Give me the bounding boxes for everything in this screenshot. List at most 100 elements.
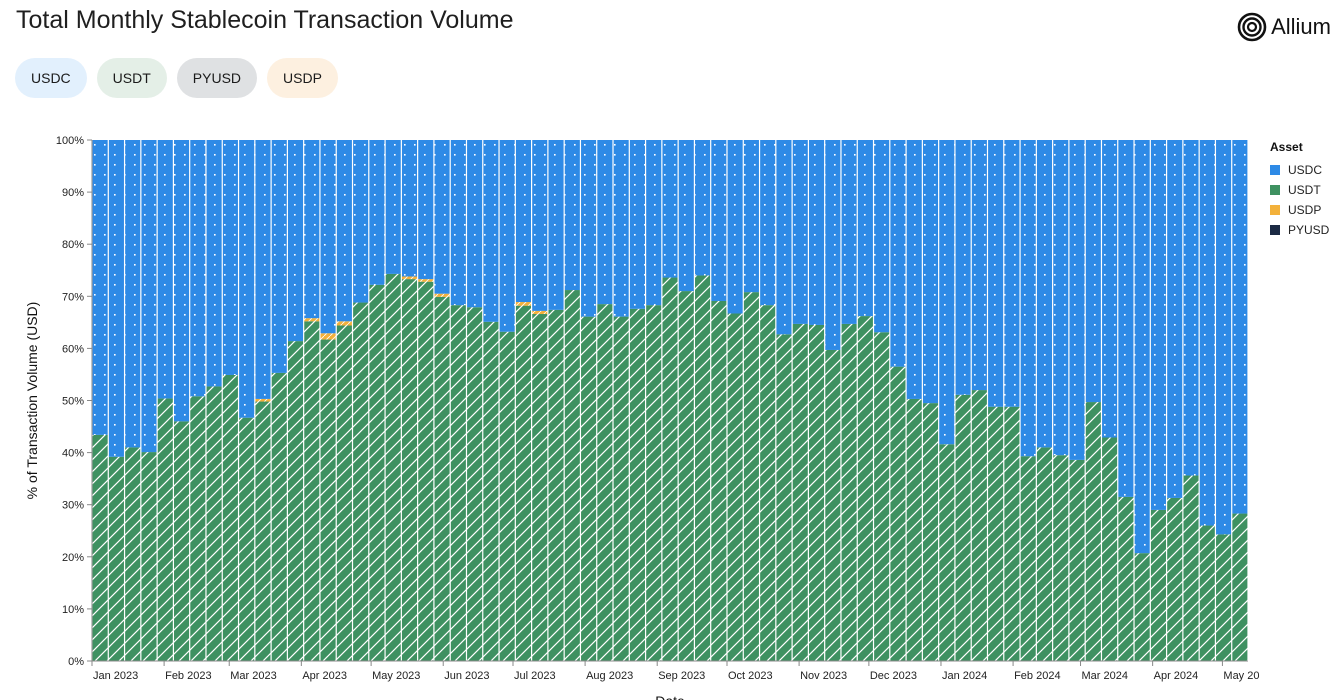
- bar-usdc-28: [548, 140, 564, 310]
- bar-usdc-70: [1232, 140, 1248, 514]
- filter-chip-usdc[interactable]: USDC: [15, 58, 87, 98]
- bar-usdt-25: [499, 331, 515, 661]
- y-tick-label: 20%: [62, 552, 84, 564]
- bar-usdt-14: [320, 339, 336, 661]
- y-tick-label: 70%: [62, 291, 84, 303]
- filter-chip-usdt[interactable]: USDT: [96, 58, 167, 98]
- bar-usdc-13: [304, 140, 320, 319]
- y-tick-label: 80%: [62, 239, 84, 251]
- bar-usdt-70: [1232, 513, 1248, 661]
- x-tick-label: Feb 2023: [165, 670, 211, 682]
- bar-usdt-54: [971, 390, 987, 661]
- bar-usdt-68: [1199, 525, 1215, 661]
- bar-usdt-20: [418, 281, 434, 661]
- bar-usdc-29: [564, 140, 580, 291]
- bar-usdt-33: [629, 308, 645, 661]
- bar-usdt-31: [597, 304, 613, 661]
- bar-usdt-44: [808, 324, 825, 661]
- y-tick-label: 10%: [62, 604, 84, 616]
- bar-usdt-46: [841, 323, 857, 661]
- x-tick-label: Jul 2023: [514, 670, 556, 682]
- legend: Asset USDC USDT USDP PYUSD: [1270, 140, 1329, 240]
- bar-usdc-17: [369, 140, 385, 285]
- bar-usdt-15: [336, 325, 352, 661]
- bar-usdt-45: [825, 349, 841, 661]
- bar-usdc-10: [255, 140, 271, 399]
- legend-label: PYUSD: [1288, 223, 1330, 237]
- x-tick-label: Aug 2023: [586, 670, 633, 682]
- bar-usdc-59: [1053, 140, 1069, 456]
- bar-usdt-59: [1053, 455, 1069, 661]
- bar-usdc-25: [499, 140, 515, 332]
- bar-usdc-33: [629, 140, 645, 309]
- legend-item-pyusd[interactable]: PYUSD: [1270, 220, 1329, 240]
- bar-usdp-20: [418, 279, 434, 282]
- bar-usdt-58: [1036, 447, 1053, 661]
- bar-usdt-3: [141, 452, 157, 661]
- bar-usdt-64: [1134, 553, 1150, 661]
- filter-chip-usdp[interactable]: USDP: [267, 58, 338, 98]
- bar-usdc-30: [581, 140, 597, 317]
- bar-usdc-41: [760, 140, 776, 306]
- bar-usdc-3: [141, 140, 157, 453]
- bar-usdt-13: [304, 321, 320, 661]
- bar-usdc-42: [776, 140, 792, 335]
- bar-usdc-14: [320, 140, 336, 334]
- bar-usdc-27: [532, 140, 548, 311]
- bar-usdc-6: [190, 140, 206, 397]
- stacked-bar-chart: 0% 10% 20% 30% 40% 50% 60% 70% 80% 90% 100% Jan 202…: [24, 135, 1260, 700]
- filter-chip-pyusd[interactable]: PYUSD: [176, 58, 258, 98]
- bar-usdc-37: [695, 140, 711, 276]
- page-title: Total Monthly Stablecoin Transaction Vol…: [16, 6, 514, 34]
- bar-usdc-34: [646, 140, 662, 306]
- bar-usdt-10: [255, 401, 271, 661]
- legend-item-usdt[interactable]: USDT: [1270, 180, 1329, 200]
- bar-usdt-56: [1004, 406, 1020, 661]
- bar-usdc-51: [922, 140, 939, 404]
- bar-usdt-27: [532, 314, 548, 661]
- bar-usdt-57: [1020, 456, 1036, 661]
- x-tick-label: May 2023: [372, 670, 420, 682]
- bar-usdt-35: [662, 277, 678, 661]
- bar-usdc-7: [206, 140, 222, 387]
- bar-usdt-22: [450, 305, 466, 661]
- bar-usdc-45: [825, 140, 841, 350]
- bar-usdc-64: [1134, 140, 1150, 554]
- bar-usdt-43: [792, 323, 808, 661]
- bar-usdc-40: [743, 140, 759, 293]
- bar-usdc-18: [385, 140, 401, 274]
- bar-usdc-61: [1085, 140, 1101, 403]
- bar-usdp-26: [515, 302, 531, 306]
- x-tick-label: Jan 2023: [93, 670, 138, 682]
- bar-usdt-9: [239, 417, 255, 661]
- bar-usdc-24: [483, 140, 499, 322]
- x-tick-label: Nov 2023: [800, 670, 847, 682]
- bar-usdt-29: [564, 290, 580, 661]
- bar-usdt-69: [1216, 534, 1232, 661]
- legend-item-usdc[interactable]: USDC: [1270, 160, 1329, 180]
- bar-usdc-5: [174, 140, 190, 422]
- bar-usdc-47: [857, 140, 873, 317]
- legend-item-usdp[interactable]: USDP: [1270, 200, 1329, 220]
- bar-usdc-0: [92, 140, 108, 435]
- bar-usdp-14: [320, 333, 336, 340]
- allium-logo-icon: [1237, 12, 1267, 42]
- bar-usdp-15: [336, 321, 352, 326]
- bar-usdt-28: [548, 309, 564, 661]
- bar-usdt-26: [515, 305, 531, 661]
- x-tick-label: Jan 2024: [942, 670, 987, 682]
- bar-usdt-12: [287, 341, 304, 661]
- bar-usdt-11: [271, 372, 287, 661]
- asset-filter-bar: USDC USDT PYUSD USDP: [15, 58, 338, 98]
- bars-group: [92, 140, 1248, 661]
- x-tick-label: Apr 2024: [1154, 670, 1199, 682]
- bar-usdc-35: [662, 140, 678, 278]
- bar-usdc-62: [1102, 140, 1118, 438]
- bar-usdc-39: [727, 140, 743, 314]
- bar-usdt-62: [1102, 437, 1118, 661]
- bar-usdc-19: [401, 140, 418, 277]
- x-tick-label: Dec 2023: [870, 670, 917, 682]
- y-tick-label: 100%: [56, 135, 84, 147]
- y-tick-label: 50%: [62, 396, 84, 408]
- bar-usdt-32: [613, 316, 629, 661]
